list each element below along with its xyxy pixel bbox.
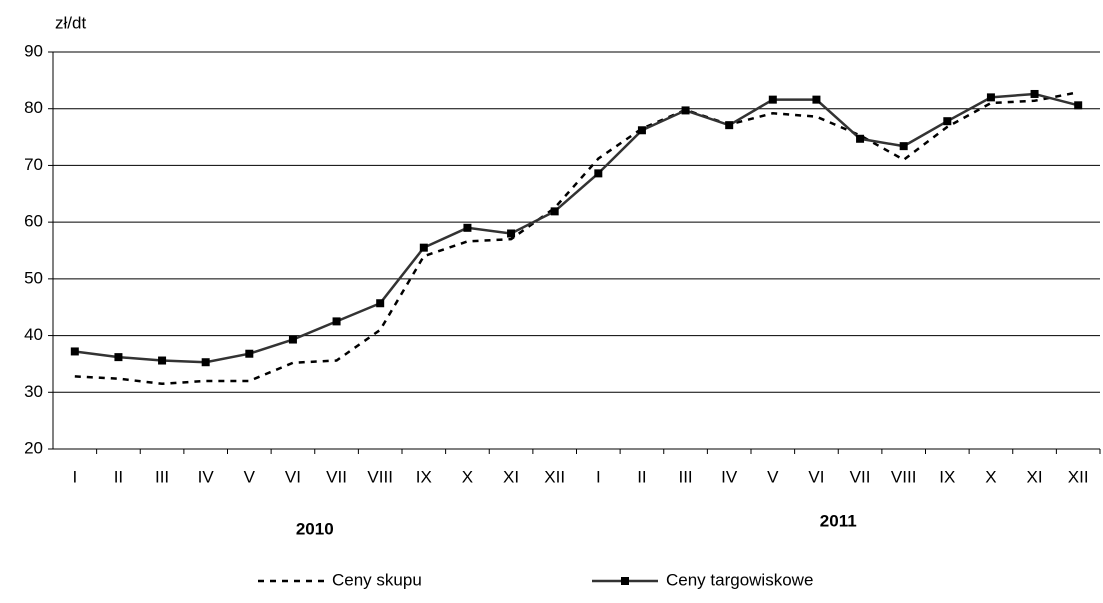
marker <box>768 95 777 104</box>
x-tick-label: XI <box>1027 467 1043 486</box>
x-tick-label: X <box>462 467 473 486</box>
x-tick-label: II <box>114 467 123 486</box>
marker <box>1074 101 1083 110</box>
y-tick-label: 80 <box>24 98 43 117</box>
x-tick-label: V <box>767 467 779 486</box>
x-tick-label: IX <box>416 467 432 486</box>
x-tick-label: VI <box>285 467 301 486</box>
x-tick-label: XII <box>544 467 565 486</box>
x-tick-label: II <box>637 467 646 486</box>
marker <box>376 299 385 308</box>
marker <box>899 142 908 151</box>
legend-label: Ceny skupu <box>332 570 422 589</box>
y-tick-label: 40 <box>24 325 43 344</box>
marker <box>245 349 254 358</box>
x-tick-label: VI <box>808 467 824 486</box>
marker <box>332 317 341 326</box>
marker <box>114 353 123 362</box>
marker <box>943 117 952 126</box>
marker <box>507 229 516 238</box>
marker <box>419 243 428 252</box>
y-axis-label: zł/dt <box>55 13 86 32</box>
y-tick-label: 60 <box>24 212 43 231</box>
marker <box>288 335 297 344</box>
year-label: 2011 <box>820 511 857 530</box>
marker <box>594 169 603 178</box>
year-label: 2010 <box>296 519 334 538</box>
series-line <box>74 91 1079 386</box>
x-tick-label: VIII <box>367 467 393 486</box>
legend-marker <box>621 577 629 585</box>
marker <box>637 126 646 135</box>
y-tick-label: 20 <box>24 438 43 457</box>
x-tick-label: III <box>678 467 692 486</box>
marker <box>681 106 690 115</box>
x-tick-label: IX <box>939 467 955 486</box>
marker <box>201 358 210 367</box>
marker <box>158 356 167 365</box>
y-tick-label: 70 <box>24 155 43 174</box>
y-tick-label: 30 <box>24 382 43 401</box>
x-tick-label: IV <box>721 467 738 486</box>
y-tick-label: 50 <box>24 268 43 287</box>
x-tick-label: I <box>596 467 601 486</box>
x-tick-label: VII <box>326 467 347 486</box>
marker <box>856 134 865 143</box>
marker <box>812 95 821 104</box>
series-line <box>74 92 1079 364</box>
x-tick-label: V <box>244 467 256 486</box>
x-tick-label: III <box>155 467 169 486</box>
x-tick-label: X <box>985 467 996 486</box>
legend-label: Ceny targowiskowe <box>666 570 813 589</box>
x-tick-label: XII <box>1068 467 1089 486</box>
x-tick-label: IV <box>198 467 215 486</box>
x-tick-label: I <box>72 467 77 486</box>
y-tick-label: 90 <box>24 41 43 60</box>
marker <box>725 121 734 130</box>
marker <box>1030 89 1039 98</box>
marker <box>550 207 559 216</box>
marker <box>463 223 472 232</box>
marker <box>70 347 79 356</box>
marker <box>986 93 995 102</box>
x-tick-label: VIII <box>891 467 917 486</box>
x-tick-label: VII <box>850 467 871 486</box>
x-tick-label: XI <box>503 467 519 486</box>
